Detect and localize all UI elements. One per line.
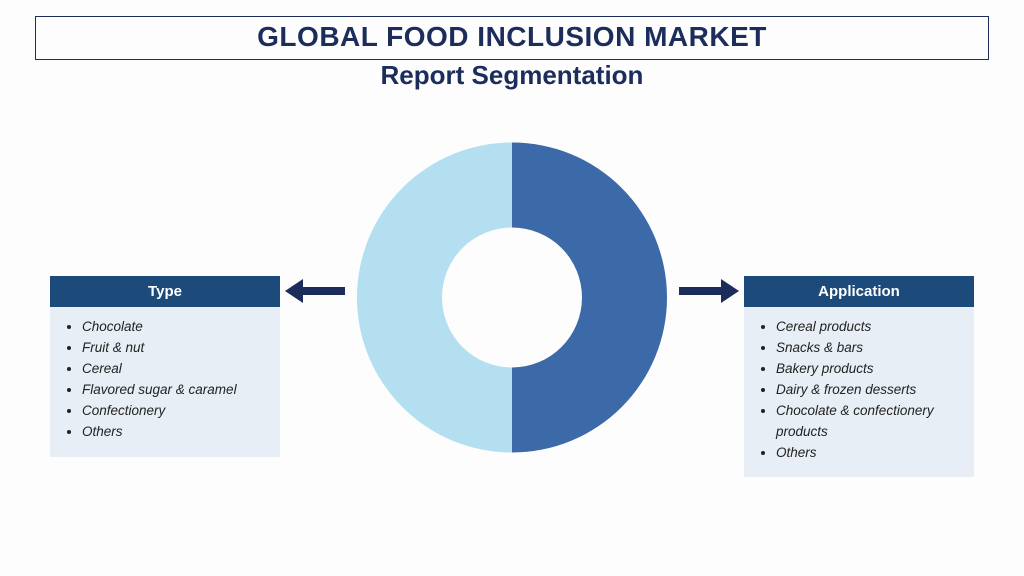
arrow-head-right [721,279,739,303]
panel-application-body: Cereal productsSnacks & barsBakery produ… [744,307,974,477]
list-item: Chocolate & confectionery products [776,401,960,443]
list-item: Snacks & bars [776,338,960,359]
arrow-head-left [285,279,303,303]
list-item: Confectionery [82,401,266,422]
arrow-shaft-right [679,287,721,295]
panel-application: Application Cereal productsSnacks & bars… [744,276,974,477]
page-title: GLOBAL FOOD INCLUSION MARKET [36,21,988,53]
panel-application-header: Application [744,276,974,307]
list-item: Flavored sugar & caramel [82,380,266,401]
list-item: Fruit & nut [82,338,266,359]
arrow-shaft-left [303,287,345,295]
arrow-right [679,284,739,298]
list-item: Others [82,422,266,443]
donut-chart [357,143,667,458]
list-item: Cereal products [776,317,960,338]
panel-application-list: Cereal productsSnacks & barsBakery produ… [770,317,960,463]
donut-slice [357,143,512,453]
arrow-left [285,284,345,298]
panel-type-header: Type [50,276,280,307]
list-item: Cereal [82,359,266,380]
list-item: Others [776,443,960,464]
list-item: Bakery products [776,359,960,380]
panel-type-list: ChocolateFruit & nutCerealFlavored sugar… [76,317,266,443]
subtitle: Report Segmentation [0,60,1024,91]
title-box: GLOBAL FOOD INCLUSION MARKET [35,16,989,60]
donut-svg [357,143,667,453]
panel-type-body: ChocolateFruit & nutCerealFlavored sugar… [50,307,280,457]
panel-type: Type ChocolateFruit & nutCerealFlavored … [50,276,280,457]
list-item: Chocolate [82,317,266,338]
donut-slice [512,143,667,453]
list-item: Dairy & frozen desserts [776,380,960,401]
